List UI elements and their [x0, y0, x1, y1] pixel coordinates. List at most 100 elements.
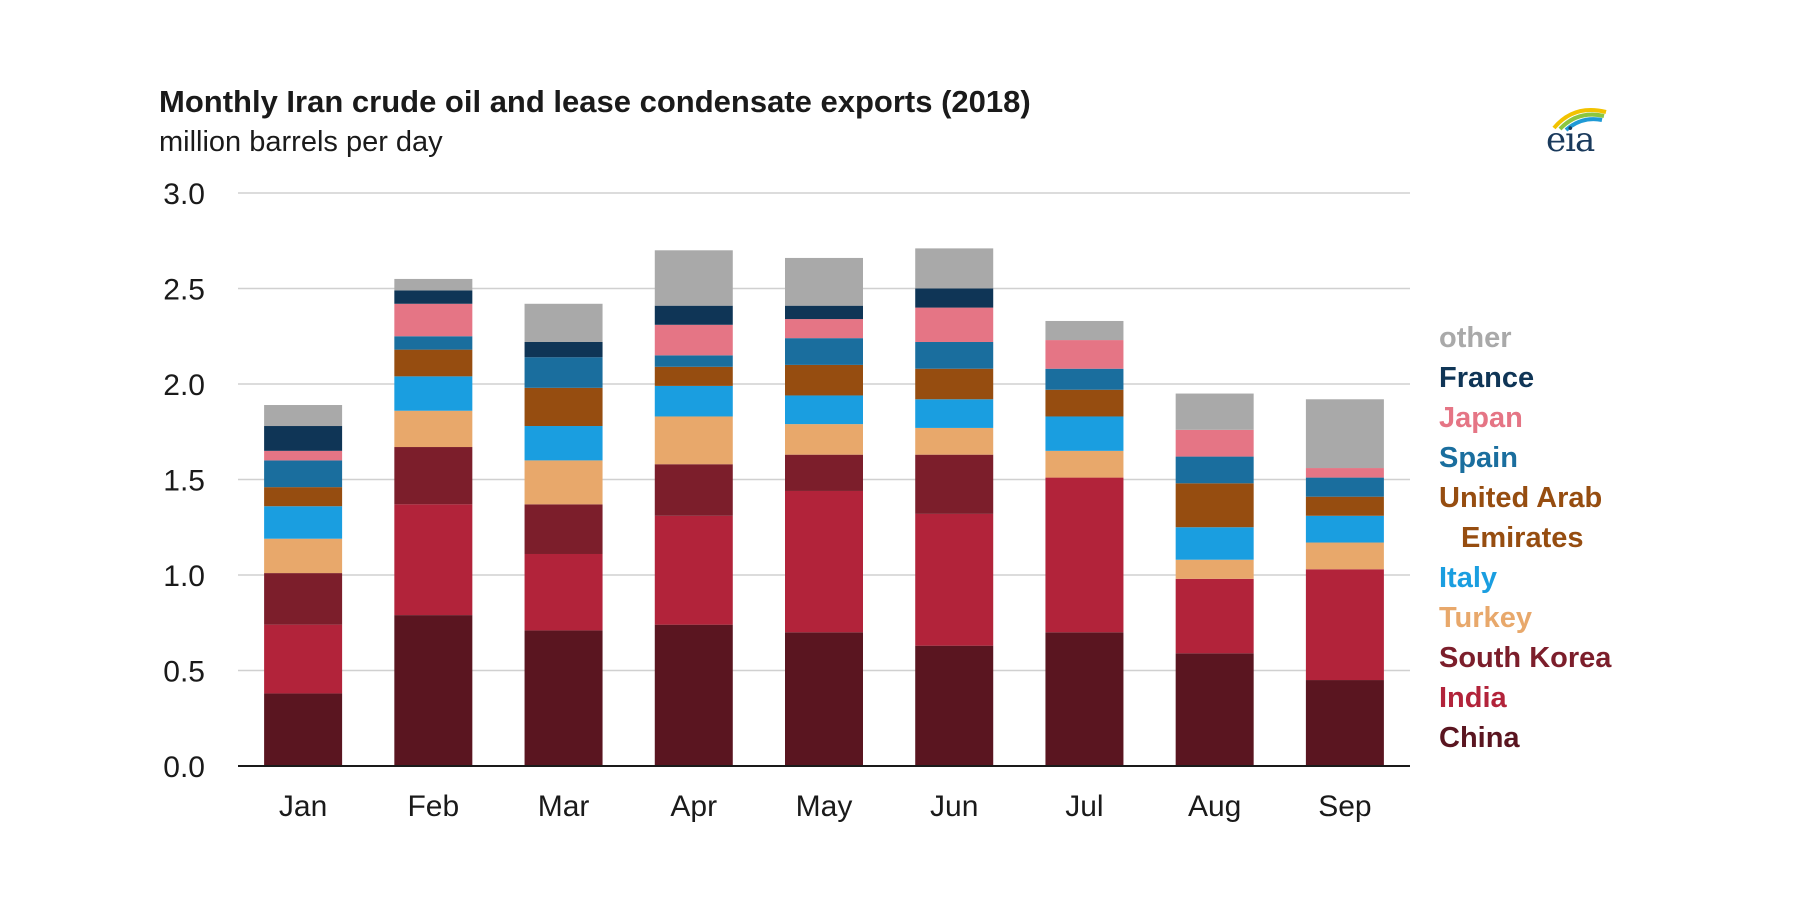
bar-segment	[264, 506, 343, 539]
bar-segment	[654, 366, 733, 386]
bar-segment	[394, 290, 473, 304]
bar-segment	[1305, 542, 1384, 570]
x-tick-label: Aug	[1188, 790, 1241, 823]
bar-segment	[915, 513, 994, 646]
bar-segment	[264, 538, 343, 574]
y-tick-label: 3.0	[163, 178, 205, 211]
legend-item: India	[1439, 682, 1507, 714]
bar-segment	[785, 632, 863, 766]
bar-segment	[915, 427, 994, 455]
bar-segment	[1175, 456, 1254, 484]
bar-segment	[264, 450, 343, 461]
chart-title: Monthly Iran crude oil and lease condens…	[159, 84, 1031, 119]
y-tick-label: 2.5	[163, 274, 205, 307]
bar-segment	[394, 504, 473, 616]
bar-segment	[654, 464, 733, 516]
legend-item: Turkey	[1439, 602, 1532, 634]
x-tick-label: Sep	[1318, 790, 1371, 823]
eia-logo-text: eia	[1546, 120, 1595, 160]
y-tick-label: 0.5	[163, 656, 205, 689]
bar-segment	[654, 250, 733, 306]
bar-segment	[654, 416, 733, 465]
y-tick-label: 2.0	[163, 369, 205, 402]
bar-segment	[1045, 416, 1124, 451]
legend-item: Japan	[1439, 402, 1523, 434]
bar-segment	[785, 454, 863, 491]
y-tick-label: 1.0	[163, 560, 205, 593]
bar-segment	[654, 324, 733, 356]
bar-segment	[524, 630, 603, 766]
bar-segment	[654, 515, 733, 625]
bar-segment	[1305, 477, 1384, 497]
bar-segment	[264, 426, 343, 451]
bar-segment	[524, 357, 603, 388]
chart-subtitle: million barrels per day	[159, 126, 443, 158]
bar-segment	[915, 307, 994, 342]
bar-segment	[915, 645, 994, 766]
legend-item: other	[1439, 322, 1512, 354]
bar-segment	[915, 454, 994, 514]
bar-segment	[785, 424, 863, 455]
bar-segment	[394, 447, 473, 505]
bar-segment	[394, 376, 473, 411]
bar-segment	[915, 288, 994, 308]
bar-segment	[1045, 450, 1124, 478]
bar-segment	[1175, 653, 1254, 766]
bar-segment	[264, 573, 343, 625]
bar-segment	[785, 364, 863, 396]
bar-segment	[785, 395, 863, 425]
chart-legend: other France Japan Spain United Arab Emirates…	[1439, 318, 1699, 758]
bar-segment	[394, 615, 473, 766]
bar-segment	[264, 487, 343, 507]
bar-segment	[785, 305, 863, 320]
legend-item: Italy	[1439, 562, 1498, 594]
bar-segment	[915, 248, 994, 289]
bar-segment	[394, 410, 473, 448]
bar-segment	[654, 624, 733, 766]
bar-segment	[915, 341, 994, 369]
y-tick-label: 0.0	[163, 751, 205, 784]
bar-segment	[524, 504, 603, 554]
bar-segment	[915, 399, 994, 428]
bar-segment	[654, 385, 733, 417]
bar-segment	[264, 460, 343, 488]
bar-segment	[654, 305, 733, 325]
bar-segment	[1305, 468, 1384, 478]
bar-segment	[1045, 368, 1124, 390]
bar-segment	[1305, 399, 1384, 469]
x-tick-label: Mar	[538, 790, 590, 823]
bar-segment	[394, 278, 473, 291]
bar-segment	[785, 490, 863, 633]
bar-segment	[264, 693, 343, 766]
bar-segment	[394, 349, 473, 377]
bar-segment	[394, 336, 473, 350]
bar-segment	[1305, 680, 1384, 766]
x-tick-label: Jun	[930, 790, 978, 823]
bar-segment	[394, 303, 473, 337]
y-tick-label: 1.5	[163, 465, 205, 498]
x-tick-label: Apr	[670, 790, 717, 823]
bar-segment	[1305, 569, 1384, 681]
bar-segment	[1305, 496, 1384, 516]
bar-segment	[1045, 477, 1124, 633]
legend-item: China	[1439, 722, 1520, 754]
bar-segment	[524, 387, 603, 427]
bar-segment	[1045, 340, 1124, 369]
legend-item: United Arab Emirates	[1439, 482, 1603, 554]
bar-segment	[785, 257, 863, 306]
bar-segment	[1045, 320, 1124, 341]
bar-segment	[785, 319, 863, 339]
bar-segment	[1045, 389, 1124, 417]
bar-segment	[1045, 632, 1124, 766]
bar-segment	[524, 426, 603, 461]
bar-segment	[1175, 483, 1254, 528]
bar-segment	[524, 460, 603, 505]
bar-segment	[785, 338, 863, 365]
bar-segment	[1175, 559, 1254, 579]
bar-segment	[524, 553, 603, 631]
bar-segment	[654, 355, 733, 367]
legend-item: South Korea	[1439, 642, 1612, 674]
bar-segment	[1175, 393, 1254, 430]
bar-segment	[524, 341, 603, 358]
